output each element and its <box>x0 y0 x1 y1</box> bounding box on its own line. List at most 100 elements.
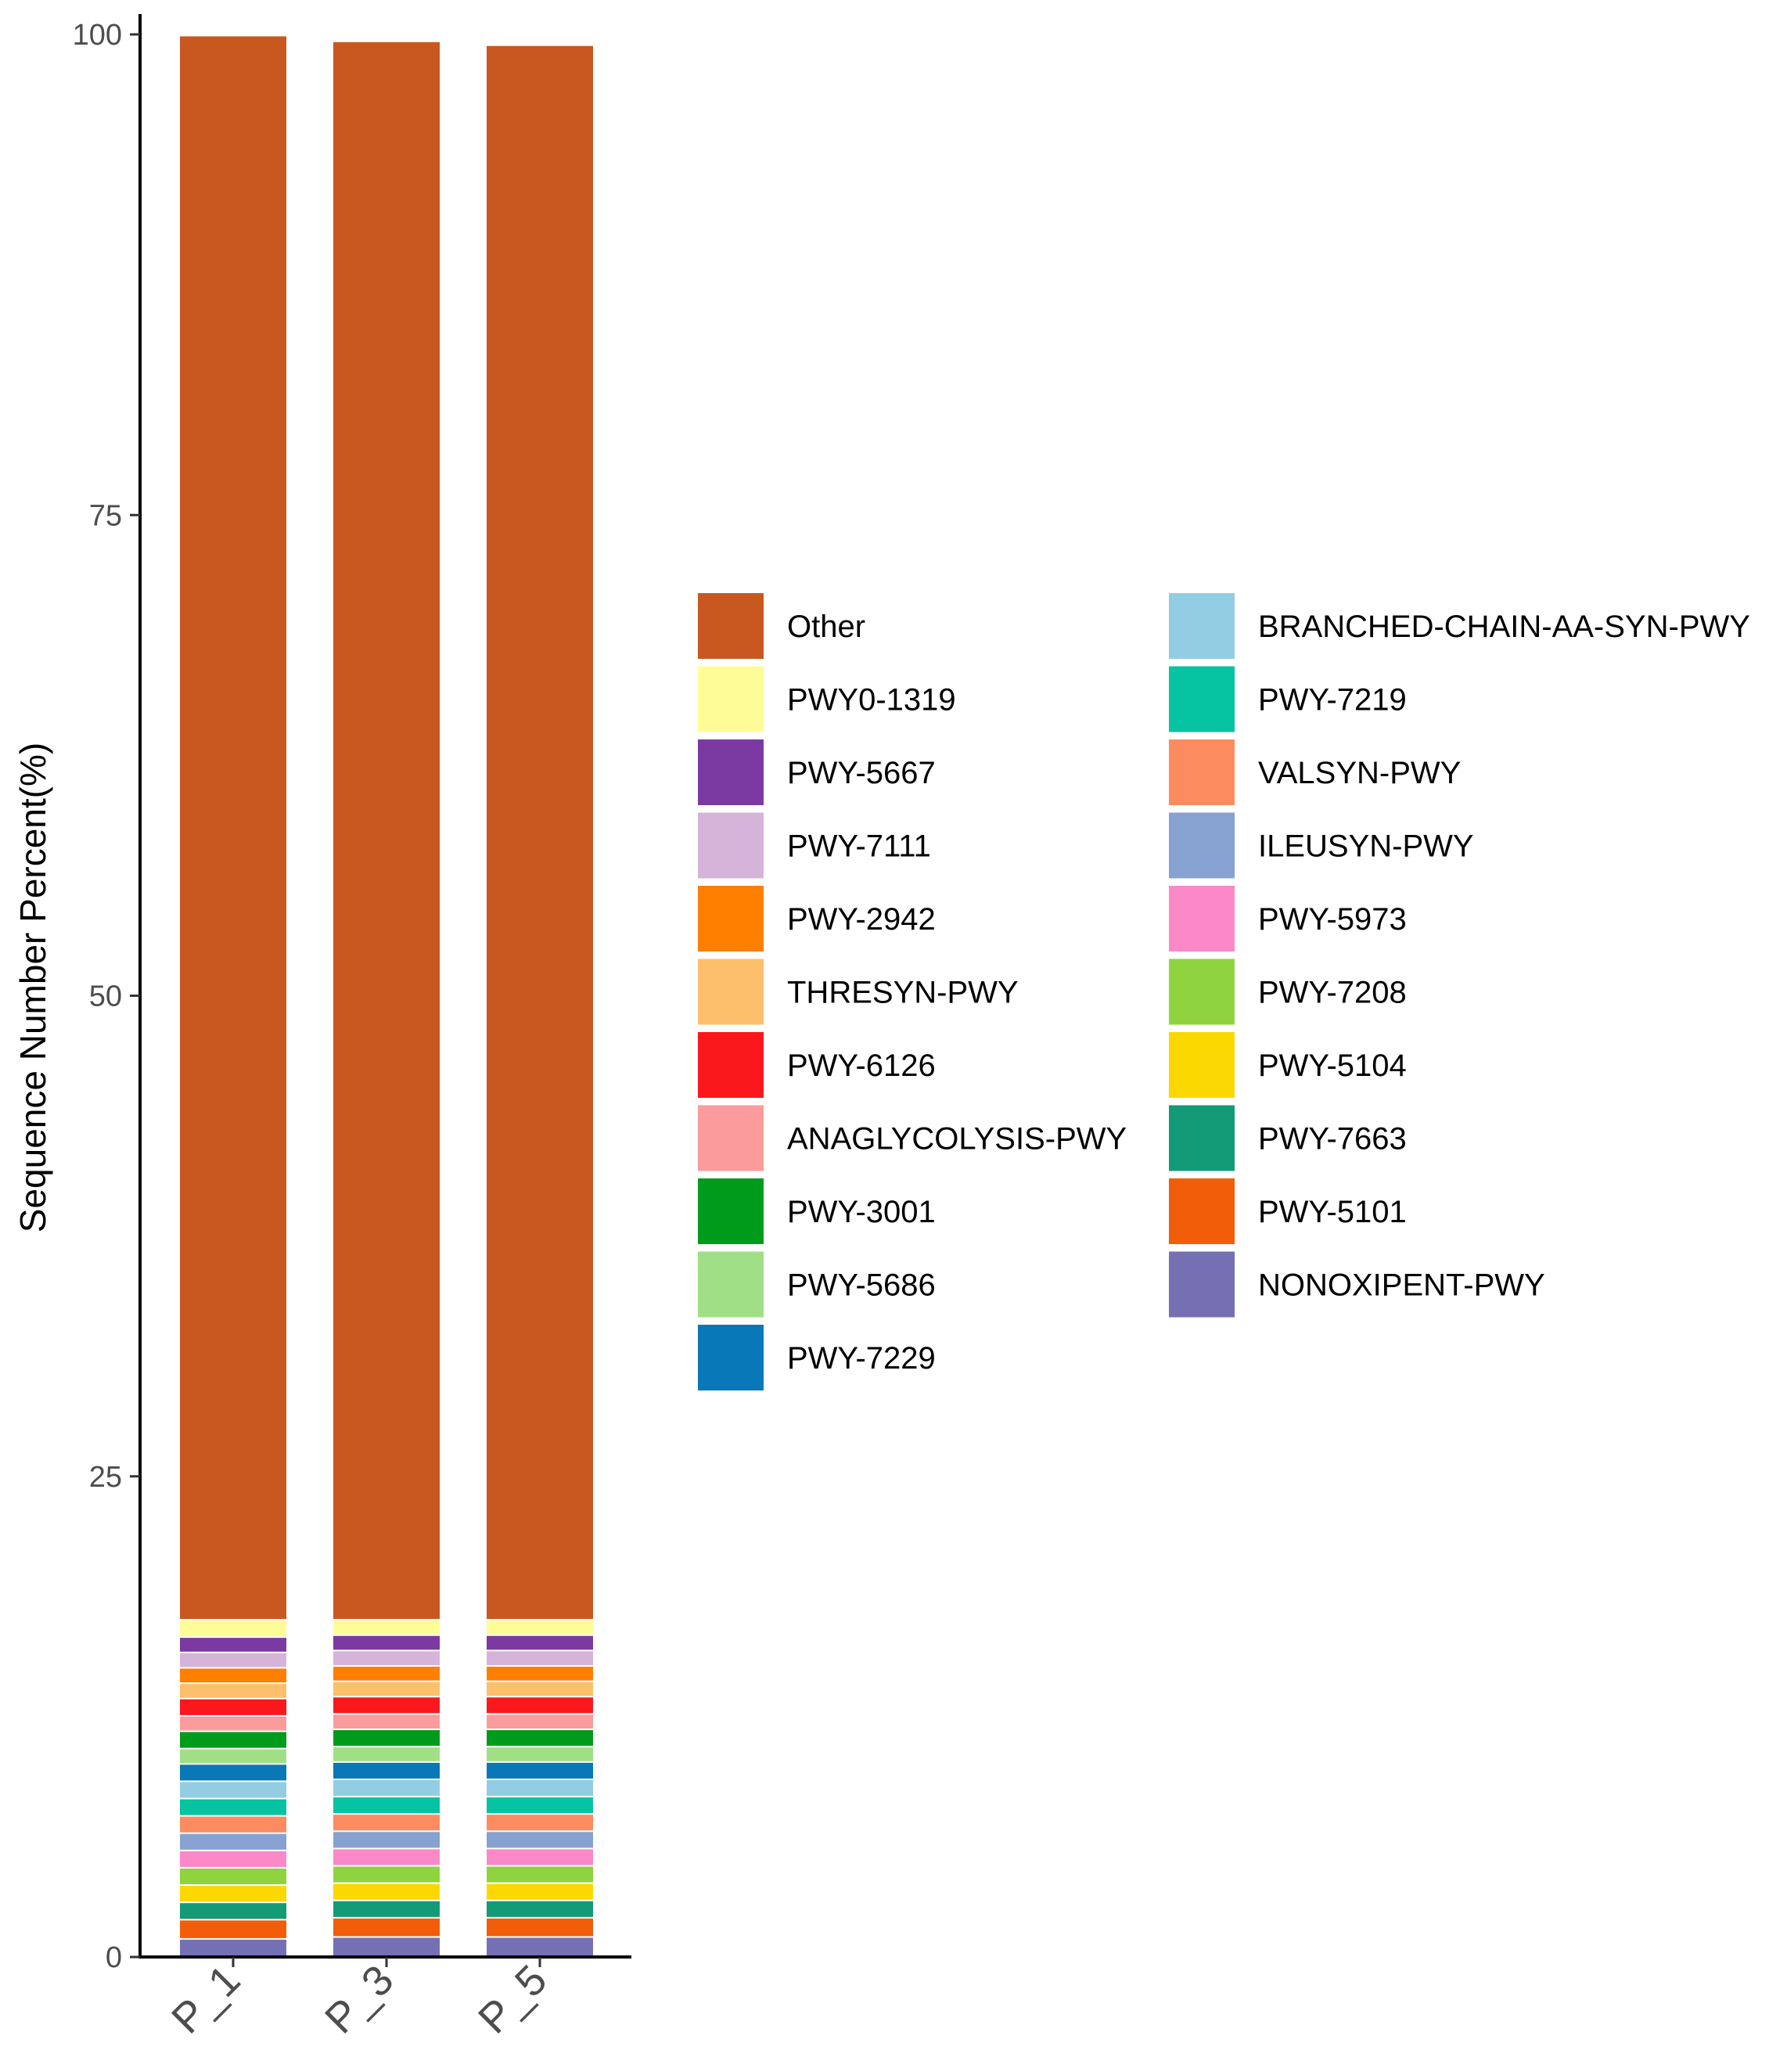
bar-segment-p-3-pwy-5104 <box>333 1883 440 1900</box>
bar-segment-p-1-nonoxipent-pwy <box>180 1939 286 1955</box>
y-ticks: 0 25 50 75 100 <box>73 19 140 1974</box>
bar-segment-p-5-pwy-5667 <box>487 1635 593 1650</box>
bar-layer <box>180 36 593 1955</box>
legend-swatch-pwy-5101 <box>1169 1178 1235 1244</box>
bar-segment-p-5-pwy-5104 <box>487 1883 593 1900</box>
legend-item-ileusyn-pwy: ILEUSYN-PWY <box>1169 812 1474 879</box>
bar-segment-p-5-valsyn-pwy <box>487 1815 593 1831</box>
legend-item-pwy0-1319: PWY0-1319 <box>698 666 956 732</box>
bar-segment-p-5-pwy-7208 <box>487 1866 593 1883</box>
bar-segment-p-1-pwy-7208 <box>180 1868 286 1885</box>
bar-segment-p-3-pwy-5686 <box>333 1747 440 1761</box>
x-ticks: P_1 P_3 P_5 <box>163 1956 556 2042</box>
legend-swatch-pwy-7663 <box>1169 1105 1235 1171</box>
legend-swatch-pwy-6126 <box>698 1032 764 1098</box>
bar-segment-p-3-pwy-7111 <box>333 1651 440 1665</box>
bar-segment-p-1-pwy-7229 <box>180 1764 286 1781</box>
bar-segment-p-3-pwy-7208 <box>333 1866 440 1883</box>
legend-label-pwy-5104: PWY-5104 <box>1258 1049 1407 1083</box>
bar-segment-p-3-ileusyn-pwy <box>333 1832 440 1848</box>
bar-segment-p-5-pwy-5686 <box>487 1747 593 1761</box>
legend-item-pwy-5667: PWY-5667 <box>698 739 936 805</box>
bar-segment-p-3-pwy-2942 <box>333 1666 440 1681</box>
legend-label-pwy-5101: PWY-5101 <box>1258 1195 1407 1229</box>
bar-segment-p-1-pwy-5686 <box>180 1749 286 1764</box>
bar-segment-p-3-pwy-5973 <box>333 1849 440 1865</box>
bar-segment-p-1-valsyn-pwy <box>180 1816 286 1833</box>
y-tick-label-50: 50 <box>89 980 122 1013</box>
bar-segment-p-5-pwy-7111 <box>487 1651 593 1665</box>
legend-swatch-branched-chain-aa-syn-pwy <box>1169 593 1235 659</box>
bar-segment-p-3-thresyn-pwy <box>333 1682 440 1696</box>
bar-segment-p-1-pwy-6126 <box>180 1699 286 1715</box>
y-tick-label-0: 0 <box>106 1941 122 1974</box>
legend-label-pwy-5973: PWY-5973 <box>1258 902 1407 937</box>
bar-segment-p-1-thresyn-pwy <box>180 1684 286 1698</box>
bar-segment-p-3-pwy-3001 <box>333 1730 440 1746</box>
y-tick-label-25: 25 <box>89 1461 122 1494</box>
bar-segment-p-5-other <box>487 45 593 1620</box>
legend-item-pwy-7229: PWY-7229 <box>698 1325 936 1390</box>
x-tick-label-p-1: P_1 <box>163 1956 249 2042</box>
bar-segment-p-5-pwy-7663 <box>487 1901 593 1917</box>
legend-swatch-pwy-5973 <box>1169 886 1235 951</box>
legend-label-pwy-5686: PWY-5686 <box>787 1268 936 1303</box>
bar-segment-p-3-pwy0-1319 <box>333 1621 440 1635</box>
bar-segment-p-1-pwy-3001 <box>180 1732 286 1748</box>
bar-segment-p-1-pwy-5101 <box>180 1920 286 1938</box>
bar-segment-p-5-pwy-6126 <box>487 1697 593 1714</box>
legend-item-pwy-5973: PWY-5973 <box>1169 886 1407 951</box>
legend-label-pwy-7208: PWY-7208 <box>1258 976 1407 1010</box>
bar-segment-p-3-anaglycolysis-pwy <box>333 1714 440 1729</box>
bar-stack-p-1 <box>180 36 286 1955</box>
legend-item-pwy-7208: PWY-7208 <box>1169 959 1407 1025</box>
legend-swatch-nonoxipent-pwy <box>1169 1251 1235 1318</box>
bar-segment-p-5-ileusyn-pwy <box>487 1832 593 1848</box>
legend-label-ileusyn-pwy: ILEUSYN-PWY <box>1258 829 1474 864</box>
bar-segment-p-1-pwy-5973 <box>180 1851 286 1867</box>
legend-label-pwy-7219: PWY-7219 <box>1258 683 1407 718</box>
legend-item-pwy-7111: PWY-7111 <box>698 812 931 879</box>
bar-segment-p-5-branched-chain-aa-syn-pwy <box>487 1779 593 1797</box>
legend-swatch-pwy-7111 <box>698 812 764 879</box>
bar-segment-p-5-thresyn-pwy <box>487 1682 593 1696</box>
legend-item-pwy-3001: PWY-3001 <box>698 1178 936 1244</box>
legend-label-pwy-7111: PWY-7111 <box>787 829 931 864</box>
legend-item-anaglycolysis-pwy: ANAGLYCOLYSIS-PWY <box>698 1105 1127 1171</box>
legend-item-pwy-2942: PWY-2942 <box>698 886 936 951</box>
legend-label-valsyn-pwy: VALSYN-PWY <box>1258 756 1461 790</box>
legend-swatch-pwy-7229 <box>698 1325 764 1390</box>
bar-segment-p-1-pwy-5667 <box>180 1638 286 1652</box>
bar-segment-p-1-other <box>180 36 286 1620</box>
legend-swatch-pwy-5686 <box>698 1251 764 1318</box>
bar-segment-p-3-nonoxipent-pwy <box>333 1937 440 1955</box>
bar-segment-p-1-pwy-7219 <box>180 1799 286 1815</box>
bar-segment-p-3-valsyn-pwy <box>333 1815 440 1831</box>
legend-swatch-pwy-2942 <box>698 886 764 951</box>
legend-label-pwy0-1319: PWY0-1319 <box>787 683 956 718</box>
legend-item-pwy-5101: PWY-5101 <box>1169 1178 1407 1244</box>
bar-segment-p-1-pwy-7111 <box>180 1653 286 1667</box>
bar-segment-p-5-pwy-7229 <box>487 1762 593 1779</box>
legend-label-pwy-3001: PWY-3001 <box>787 1195 936 1229</box>
legend-label-pwy-7229: PWY-7229 <box>787 1341 936 1376</box>
bar-segment-p-1-pwy-7663 <box>180 1903 286 1919</box>
legend-item-branched-chain-aa-syn-pwy: BRANCHED-CHAIN-AA-SYN-PWY <box>1169 593 1750 659</box>
bar-segment-p-1-anaglycolysis-pwy <box>180 1716 286 1731</box>
legend-swatch-pwy-7219 <box>1169 666 1235 732</box>
y-tick-label-100: 100 <box>73 19 122 52</box>
legend-item-pwy-5104: PWY-5104 <box>1169 1032 1407 1098</box>
x-tick-label-p-5: P_5 <box>469 1956 556 2042</box>
bar-segment-p-5-nonoxipent-pwy <box>487 1937 593 1955</box>
legend-item-pwy-5686: PWY-5686 <box>698 1251 936 1318</box>
legend-swatch-other <box>698 593 764 659</box>
bar-segment-p-3-branched-chain-aa-syn-pwy <box>333 1779 440 1797</box>
legend-swatch-pwy-5104 <box>1169 1032 1235 1098</box>
bar-segment-p-3-pwy-7663 <box>333 1901 440 1917</box>
legend-swatch-pwy0-1319 <box>698 666 764 732</box>
legend-label-thresyn-pwy: THRESYN-PWY <box>787 976 1019 1010</box>
legend-swatch-thresyn-pwy <box>698 959 764 1025</box>
legend-item-pwy-7219: PWY-7219 <box>1169 666 1407 732</box>
legend-swatch-valsyn-pwy <box>1169 739 1235 805</box>
